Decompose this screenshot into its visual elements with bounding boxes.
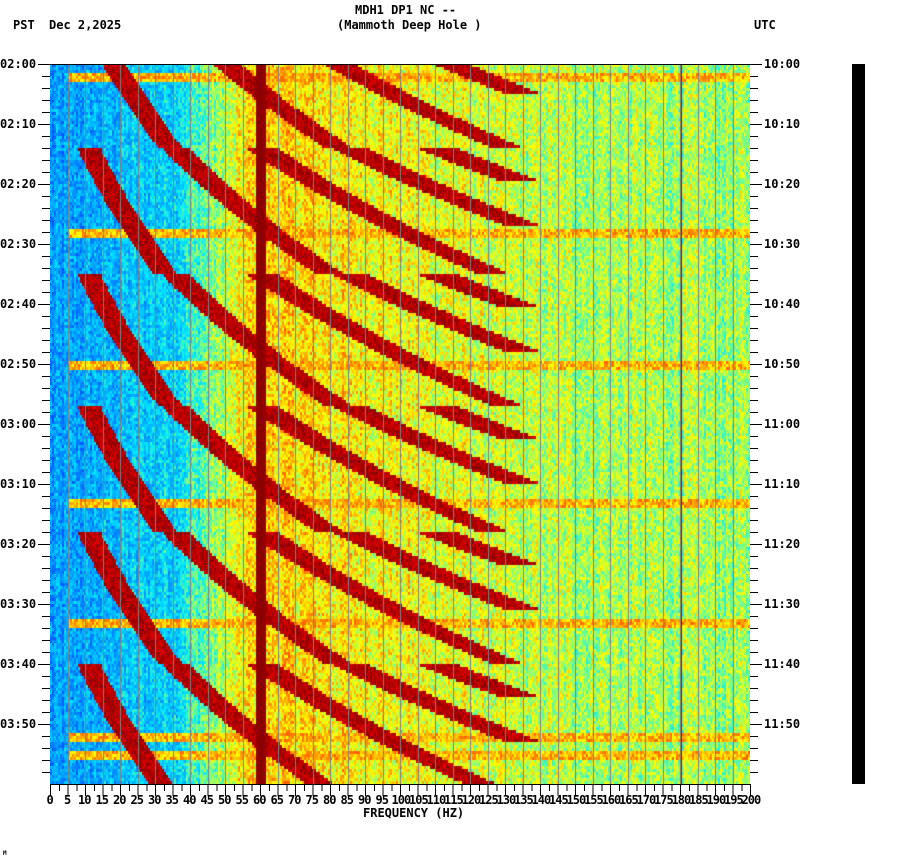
- frequency-tick-label: 130: [496, 793, 517, 807]
- spectrogram-canvas: [50, 64, 750, 784]
- frequency-tick-label: 40: [183, 793, 196, 807]
- frequency-tick-label: 25: [130, 793, 144, 807]
- corner-mark-icon: M: [3, 850, 7, 857]
- right-time-tick-label: 10:10: [764, 117, 801, 131]
- left-time-tick-label: 02:50: [0, 357, 37, 371]
- header-station-name: (Mammoth Deep Hole ): [337, 18, 482, 32]
- frequency-tick-label: 100: [391, 793, 412, 807]
- left-time-tick-label: 02:30: [0, 237, 37, 251]
- frequency-tick-label: 120: [461, 793, 482, 807]
- right-time-tick-label: 11:00: [764, 417, 801, 431]
- frequency-tick-label: 180: [671, 793, 692, 807]
- left-time-tick-label: 03:50: [0, 717, 37, 731]
- frequency-tick-label: 75: [305, 793, 319, 807]
- frequency-tick-label: 35: [165, 793, 179, 807]
- frequency-tick-label: 115: [444, 793, 464, 807]
- frequency-tick-label: 50: [218, 793, 231, 807]
- frequency-tick-label: 125: [479, 793, 499, 807]
- right-time-tick-label: 10:00: [764, 57, 801, 71]
- frequency-tick-label: 145: [549, 793, 569, 807]
- frequency-tick-label: 15: [95, 793, 109, 807]
- left-time-tick-label: 02:00: [0, 57, 37, 71]
- left-time-tick-label: 02:10: [0, 117, 37, 131]
- frequency-tick-label: 0: [46, 793, 54, 807]
- frequency-tick-label: 155: [584, 793, 604, 807]
- frequency-tick-label: 190: [706, 793, 727, 807]
- right-time-tick-label: 11:10: [764, 477, 801, 491]
- right-time-tick-label: 11:20: [764, 537, 801, 551]
- frequency-tick-label: 70: [288, 793, 301, 807]
- frequency-tick-label: 80: [323, 793, 336, 807]
- x-axis-title: FREQUENCY (HZ): [363, 806, 465, 820]
- frequency-tick-label: 135: [514, 793, 534, 807]
- frequency-tick-label: 95: [375, 793, 389, 807]
- frequency-tick-label: 165: [619, 793, 639, 807]
- left-time-tick-label: 02:40: [0, 297, 37, 311]
- frequency-tick-label: 65: [270, 793, 284, 807]
- right-time-tick-label: 11:50: [764, 717, 801, 731]
- left-time-tick-label: 03:00: [0, 417, 37, 431]
- left-time-tick-label: 03:10: [0, 477, 37, 491]
- left-time-tick-label: 03:20: [0, 537, 37, 551]
- left-time-tick-label: 02:20: [0, 177, 37, 191]
- right-time-tick-label: 11:30: [764, 597, 801, 611]
- right-time-tick-label: 10:30: [764, 237, 801, 251]
- frequency-tick-label: 110: [426, 793, 447, 807]
- header-station-line: MDH1 DP1 NC --: [355, 3, 457, 17]
- right-time-tick-label: 10:40: [764, 297, 801, 311]
- frequency-tick-label: 160: [601, 793, 622, 807]
- left-timezone-label: PST: [13, 18, 35, 32]
- frequency-tick-label: 85: [340, 793, 354, 807]
- frequency-tick-label: 185: [689, 793, 709, 807]
- date-label: Dec 2,2025: [49, 18, 122, 32]
- frequency-tick-label: 10: [78, 793, 91, 807]
- right-time-tick-label: 11:40: [764, 657, 801, 671]
- frequency-tick-label: 195: [724, 793, 744, 807]
- frequency-tick-label: 105: [409, 793, 429, 807]
- frequency-tick-label: 150: [566, 793, 587, 807]
- frequency-tick-label: 90: [358, 793, 371, 807]
- frequency-tick-label: 60: [253, 793, 266, 807]
- amplitude-bar: [852, 64, 865, 784]
- left-time-tick-label: 03:40: [0, 657, 37, 671]
- right-time-tick-label: 10:50: [764, 357, 801, 371]
- frequency-tick-label: 55: [235, 793, 249, 807]
- frequency-tick-label: 175: [654, 793, 674, 807]
- right-time-tick-label: 10:20: [764, 177, 801, 191]
- frequency-tick-label: 45: [200, 793, 214, 807]
- frequency-tick-label: 30: [148, 793, 161, 807]
- spectrogram-plot: [50, 64, 750, 784]
- right-timezone-label: UTC: [754, 18, 776, 32]
- frequency-tick-label: 5: [64, 793, 71, 807]
- frequency-tick-label: 20: [113, 793, 126, 807]
- frequency-tick-label: 170: [636, 793, 657, 807]
- frequency-tick-label: 140: [531, 793, 552, 807]
- frequency-tick-label: 200: [741, 793, 762, 807]
- left-time-tick-label: 03:30: [0, 597, 37, 611]
